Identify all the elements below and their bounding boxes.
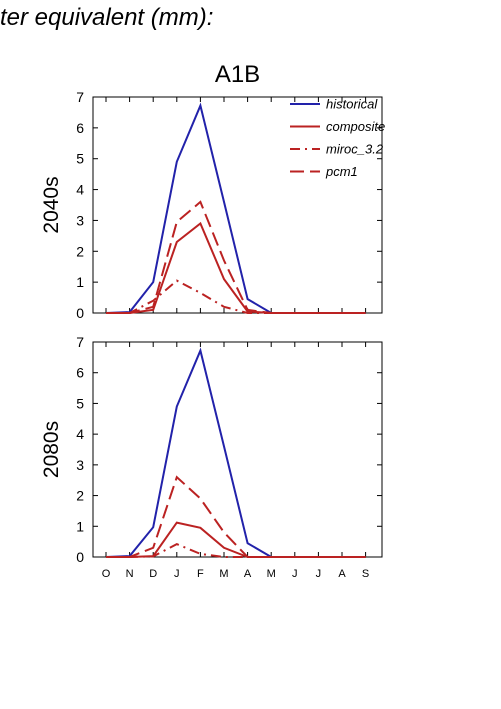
x-tick-label: A: [338, 568, 346, 580]
x-tick-label: J: [292, 568, 298, 580]
series-line-pcm1: [106, 200, 366, 314]
series-line-composite: [106, 221, 366, 314]
chart-title: A1B: [215, 61, 260, 88]
y-tick-label: 2: [76, 488, 84, 504]
y-tick-label: 7: [76, 89, 84, 105]
x-tick-label: D: [149, 568, 157, 580]
series-line-miroc-3-2: [106, 279, 366, 314]
y-tick-label: 1: [76, 518, 84, 534]
x-tick-label: S: [362, 568, 369, 580]
series-line-composite: [106, 521, 366, 558]
y-tick-label: 1: [76, 274, 84, 290]
x-tick-label: O: [102, 568, 111, 580]
y-tick-label: 0: [76, 305, 84, 321]
series-line-pcm1: [106, 475, 366, 558]
y-tick-label: 4: [76, 426, 84, 442]
legend-label-pcm1: pcm1: [325, 164, 358, 179]
x-tick-label: F: [197, 568, 204, 580]
y-tick-label: 7: [76, 334, 84, 350]
legend-label-miroc-3-2: miroc_3.2: [326, 142, 384, 157]
y-tick-label: 5: [76, 395, 84, 411]
plot-frame-2: [92, 341, 383, 558]
x-tick-label: J: [316, 568, 322, 580]
x-tick-label: N: [126, 568, 134, 580]
series-line-historical: [105, 347, 366, 558]
y-tick-label: 6: [76, 365, 84, 381]
y-tick-label: 0: [76, 549, 84, 565]
y-tick-label: 6: [76, 120, 84, 136]
x-tick-label: A: [244, 568, 252, 580]
plot-frame-1: [92, 96, 383, 314]
y-tick-label: 2: [76, 243, 84, 259]
x-tick-label: M: [219, 568, 228, 580]
y-tick-label: 3: [76, 212, 84, 228]
x-tick-label: J: [174, 568, 180, 580]
y-tick-label: 4: [76, 182, 84, 198]
x-tick-label: M: [267, 568, 276, 580]
row-label-2080s: 2080s: [40, 421, 63, 478]
y-tick-label: 5: [76, 151, 84, 167]
figure-heading: ter equivalent (mm):: [0, 4, 214, 31]
row-label-2040s: 2040s: [40, 176, 63, 233]
series-line-historical: [105, 102, 366, 314]
legend-label-composite: composite: [326, 119, 385, 134]
y-tick-label: 3: [76, 457, 84, 473]
legend-label-historical: historical: [326, 97, 378, 112]
